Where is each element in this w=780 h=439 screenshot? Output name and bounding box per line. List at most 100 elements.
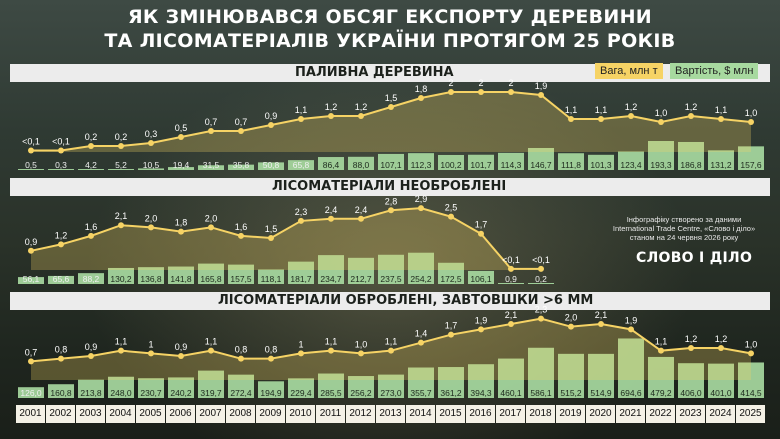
- weight-label-1-2014: 2,9: [415, 194, 428, 204]
- value-label-1-2012: 212,7: [350, 274, 372, 284]
- year-tick-2007: 2007: [196, 405, 225, 423]
- weight-point-2-2001: [28, 358, 34, 365]
- source-note-line-2: International Trade Centre, «Слово і діл…: [612, 224, 756, 233]
- weight-label-2-2019: 2,0: [565, 313, 578, 323]
- weight-point-0-2010: [298, 116, 304, 122]
- bar-1-2015: [438, 262, 464, 284]
- bar-1-2006: [168, 266, 194, 284]
- weight-label-0-2006: 0,5: [175, 123, 188, 133]
- bar-0-2013: [378, 153, 404, 170]
- value-label-1-2014: 254,2: [410, 274, 432, 284]
- bar-1-2013: [378, 254, 404, 284]
- weight-point-0-2017: [508, 89, 514, 95]
- weight-point-2-2008: [238, 355, 244, 362]
- year-tick-2010: 2010: [286, 405, 315, 423]
- value-label-2-2020: 514,9: [590, 388, 612, 398]
- value-label-0-2011: 86,4: [323, 160, 340, 170]
- bar-1-2002: [48, 275, 74, 284]
- value-label-0-2006: 19,4: [173, 160, 190, 170]
- weight-point-2-2010: [298, 350, 304, 357]
- value-label-2-2018: 586,1: [530, 388, 552, 398]
- value-label-0-2007: 31,5: [203, 160, 220, 170]
- value-label-0-2002: 0,3: [55, 160, 67, 170]
- bar-2-2008: [228, 374, 254, 398]
- year-tick-2009: 2009: [256, 405, 285, 423]
- weight-point-2-2018: [538, 315, 544, 322]
- bar-2-2025: [738, 362, 764, 398]
- bar-2-2002: [48, 384, 74, 398]
- bar-2-2021: [618, 338, 644, 398]
- weight-point-0-2023: [688, 113, 694, 119]
- bar-1-2008: [228, 264, 254, 284]
- weight-point-2-2006: [178, 353, 184, 359]
- weight-label-0-2001: <0,1: [22, 137, 40, 147]
- weight-point-2-2007: [208, 347, 214, 354]
- weight-label-0-2019: 1,1: [565, 105, 578, 115]
- weight-label-2-2011: 1,1: [325, 337, 338, 347]
- weight-point-1-2008: [238, 232, 244, 239]
- bar-2-2010: [288, 378, 314, 398]
- bar-0-2025: [738, 146, 764, 170]
- weight-point-2-2014: [418, 339, 424, 346]
- bar-1-2010: [288, 261, 314, 284]
- bar-2-2022: [648, 356, 674, 398]
- bar-2-2007: [198, 370, 224, 398]
- value-label-0-2024: 131,2: [710, 160, 732, 170]
- weight-point-2-2012: [358, 350, 364, 357]
- weight-point-0-2006: [178, 134, 184, 140]
- bar-0-2004: [108, 169, 134, 170]
- weight-point-2-2003: [88, 353, 94, 359]
- bar-0-2006: [168, 167, 194, 170]
- bar-0-2001: [18, 169, 44, 170]
- year-tick-2006: 2006: [166, 405, 195, 423]
- value-label-2-2001: 126,0: [20, 388, 42, 398]
- bar-1-2017: [498, 283, 524, 284]
- bar-0-2022: [648, 141, 674, 170]
- weight-label-1-2002: 1,2: [55, 230, 68, 240]
- bar-0-2018: [528, 147, 554, 170]
- title-line-2: ТА ЛІСОМАТЕРІАЛІВ УКРАЇНИ ПРОТЯГОМ 25 РО…: [104, 30, 676, 52]
- bar-1-2016: [468, 270, 494, 284]
- year-axis: 2001 2002 2003 2004 2005 2006 2007 2008 2009 2010…: [16, 405, 766, 423]
- weight-point-0-2020: [598, 116, 604, 122]
- section-title-raw: ЛІСОМАТЕРІАЛИ НЕОБРОБЛЕНІ: [272, 179, 507, 194]
- weight-point-0-2008: [238, 128, 244, 134]
- bar-1-2012: [348, 257, 374, 284]
- weight-point-0-2014: [418, 95, 424, 101]
- weight-label-1-2013: 2,8: [385, 196, 398, 206]
- weight-label-0-2008: 0,7: [235, 117, 248, 127]
- value-label-2-2005: 230,7: [140, 388, 162, 398]
- weight-label-0-2021: 1,2: [625, 102, 638, 112]
- weight-point-2-2022: [658, 347, 664, 354]
- weight-label-2-2016: 1,9: [475, 315, 488, 325]
- weight-label-1-2008: 1,6: [235, 222, 248, 232]
- weight-label-1-2017: <0,1: [502, 255, 520, 265]
- bar-2-2001: [18, 387, 44, 398]
- year-tick-2013: 2013: [376, 405, 405, 423]
- bar-1-2007: [198, 263, 224, 284]
- bar-0-2015: [438, 154, 464, 170]
- value-label-0-2025: 157,6: [740, 160, 762, 170]
- weight-point-2-2002: [58, 355, 64, 362]
- year-tick-2025: 2025: [736, 405, 765, 423]
- weight-label-2-2005: 1: [148, 339, 153, 349]
- value-label-0-2022: 193,3: [650, 160, 672, 170]
- value-label-2-2019: 515,2: [560, 388, 582, 398]
- weight-point-2-2023: [688, 345, 694, 351]
- value-label-2-2022: 479,2: [650, 388, 672, 398]
- weight-label-2-2003: 0,9: [85, 342, 98, 352]
- weight-label-1-2006: 1,8: [175, 218, 188, 228]
- value-label-2-2014: 355,7: [410, 388, 432, 398]
- value-label-0-2023: 186,8: [680, 160, 702, 170]
- bar-2-2012: [348, 376, 374, 398]
- value-label-0-2015: 100,2: [440, 160, 462, 170]
- value-label-1-2011: 234,7: [320, 274, 342, 284]
- legend-value: Вартість, $ млн: [670, 63, 759, 79]
- weight-point-0-2024: [718, 116, 724, 122]
- bar-1-2005: [138, 267, 164, 284]
- bar-2-2003: [78, 379, 104, 398]
- section-band-processed: [10, 292, 770, 310]
- value-label-0-2016: 101,7: [470, 160, 492, 170]
- weight-point-0-2019: [568, 116, 574, 122]
- weight-label-1-2003: 1,6: [85, 222, 98, 232]
